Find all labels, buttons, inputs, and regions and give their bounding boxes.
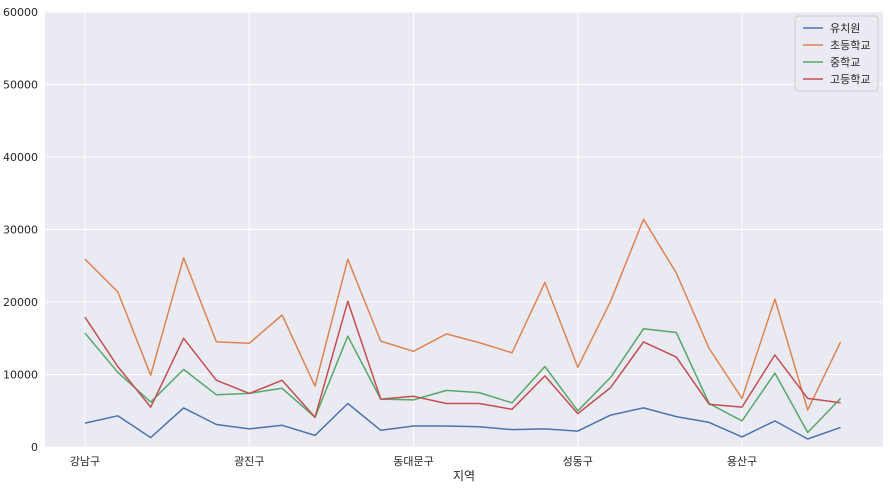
y-tick-label: 0 [31, 441, 38, 454]
y-tick-label: 30000 [3, 224, 38, 237]
series-line-2 [84, 328, 842, 434]
x-tick-label: 광진구 [234, 455, 264, 468]
legend-label-3: 고등학교 [830, 73, 870, 86]
legend-label-1: 초등학교 [830, 39, 870, 52]
legend-box [794, 15, 879, 92]
series-line-1 [84, 218, 842, 411]
legend-label-0: 유치원 [830, 22, 860, 35]
y-tick-labels: 0 10000 20000 30000 40000 50000 60000 [3, 6, 38, 454]
y-tick-label: 20000 [3, 296, 38, 309]
legend-label-2: 중학교 [830, 56, 860, 69]
x-tick-label: 동대문구 [393, 455, 433, 468]
y-tick-label: 60000 [3, 6, 38, 19]
y-tick-label: 40000 [3, 151, 38, 164]
series-line-3 [84, 300, 841, 419]
x-axis-label: 지역 [453, 469, 475, 483]
y-tick-label: 50000 [3, 79, 38, 92]
y-tick-label: 10000 [3, 369, 38, 382]
x-tick-labels: 강남구 광진구 동대문구 성동구 용산구 [70, 455, 757, 468]
x-tick-label: 용산구 [727, 455, 757, 468]
x-tick-label: 성동구 [563, 455, 593, 468]
series-line-0 [84, 402, 841, 440]
grid-lines [45, 11, 883, 448]
series-lines [84, 218, 842, 440]
x-tick-label: 강남구 [70, 455, 100, 468]
